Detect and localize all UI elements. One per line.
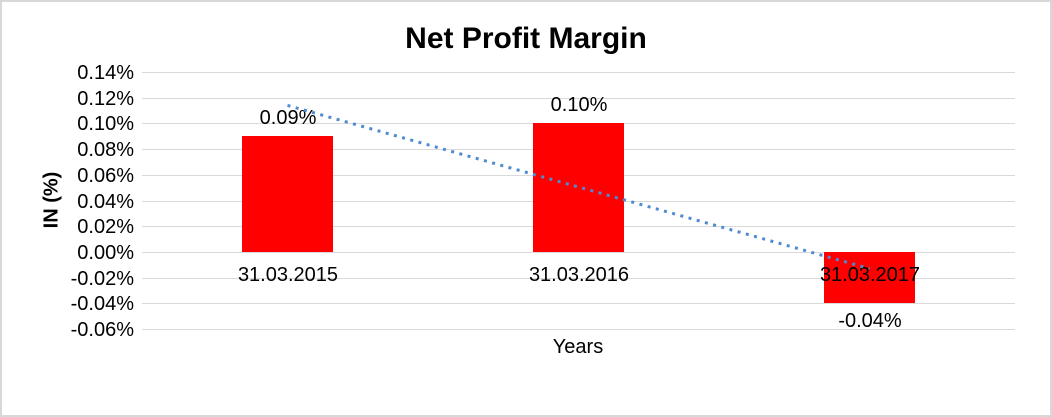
y-axis-tick-label: -0.04%: [70, 293, 134, 315]
gridline: [142, 278, 1015, 279]
chart-title: Net Profit Margin: [405, 22, 647, 55]
category-label: 31.03.2017: [819, 264, 921, 286]
gridline: [142, 98, 1015, 99]
data-label: 0.09%: [259, 107, 317, 129]
x-axis-title: Years: [552, 336, 604, 358]
data-label: 0.10%: [550, 94, 608, 116]
gridline: [142, 72, 1015, 73]
y-axis-tick-label: 0.10%: [77, 113, 134, 135]
y-axis-tick-label: 0.04%: [77, 191, 134, 213]
bar-31.03.2016: [533, 123, 624, 252]
y-axis-tick-label: 0.02%: [77, 216, 134, 238]
category-label: 31.03.2015: [237, 264, 339, 286]
y-axis-tick-label: 0.14%: [77, 62, 134, 84]
bar-31.03.2015: [242, 136, 333, 252]
category-label: 31.03.2016: [528, 264, 630, 286]
gridline: [142, 329, 1015, 330]
y-axis-tick-label: 0.12%: [77, 88, 134, 110]
gridline: [142, 303, 1015, 304]
data-label: -0.04%: [838, 310, 902, 332]
y-axis-tick-label: -0.06%: [70, 319, 134, 341]
y-axis-tick-label: -0.02%: [70, 268, 134, 290]
y-axis-tick-label: 0.06%: [77, 165, 134, 187]
y-axis-tick-label: 0.00%: [77, 242, 134, 264]
y-axis-tick-label: 0.08%: [77, 139, 134, 161]
